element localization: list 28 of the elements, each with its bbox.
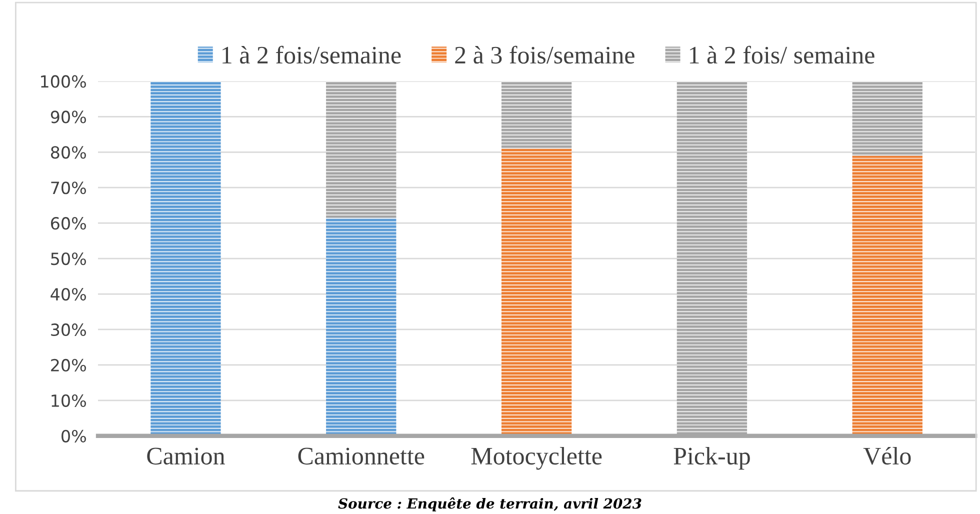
source-note: Source : Enquête de terrain, avril 2023 <box>338 497 642 512</box>
bar <box>852 81 922 156</box>
bar <box>150 81 221 436</box>
y-tick-label: 40% <box>50 288 86 301</box>
y-tick-label: 0% <box>62 430 86 442</box>
x-tick-label: Vélo <box>863 446 911 465</box>
x-tick-label: Camionnette <box>298 448 424 465</box>
x-tick-label: Camion <box>147 448 225 465</box>
legend-label: 1 à 2 fois/ semaine <box>690 46 874 64</box>
legend-label: 2 à 3 fois/semaine <box>455 46 634 64</box>
bar <box>326 218 396 436</box>
x-tick-label: Pick-up <box>674 446 750 470</box>
legend-label: 1 à 2 fois/semaine <box>222 46 401 64</box>
y-tick-label: 10% <box>52 394 86 407</box>
bar <box>676 81 748 436</box>
y-tick-label: 20% <box>51 358 86 372</box>
y-tick-label: 90% <box>50 110 86 124</box>
y-tick-label: 80% <box>50 146 86 159</box>
bar <box>852 156 922 436</box>
y-tick-label: 50% <box>51 252 86 266</box>
y-tick-label: 100% <box>41 75 86 88</box>
y-tick-label: 70% <box>51 182 86 194</box>
x-tick-label: Motocyclette <box>471 446 602 470</box>
y-tick-label: 30% <box>51 323 86 336</box>
y-tick-label: 60% <box>51 217 86 230</box>
bar <box>326 81 396 218</box>
bar <box>501 81 572 149</box>
bar <box>501 148 572 436</box>
